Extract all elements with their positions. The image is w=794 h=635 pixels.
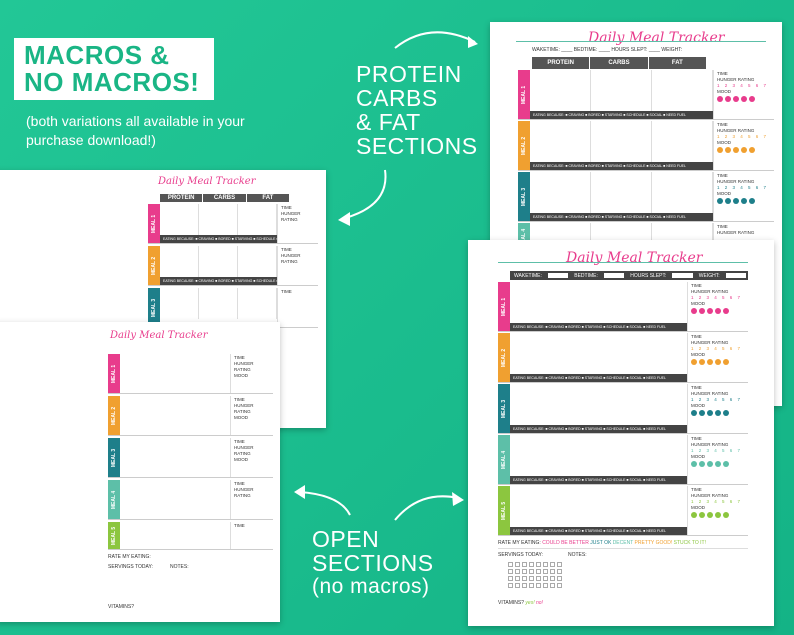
meal-row: MEAL 5 TIME	[108, 522, 273, 550]
macro-carbs: CARBS	[590, 57, 648, 69]
eating-because: EATING BECAUSE: ■ CRAVING ■ BORED ■ STAR…	[510, 374, 687, 382]
eating-because: EATING BECAUSE: ■ CRAVING ■ BORED ■ STAR…	[530, 162, 713, 170]
servings-label: SERVINGS TODAY:	[108, 564, 153, 570]
callout-open-line2: SECTIONS	[312, 550, 434, 576]
sheet-title: Daily Meal Tracker	[566, 250, 703, 266]
servings-label: SERVINGS TODAY:	[498, 552, 543, 558]
sheet-title: Daily Meal Tracker	[110, 330, 208, 341]
header-bar: WAKETIME: BEDTIME: HOURS SLEPT: WEIGHT:	[510, 271, 748, 280]
arrow-bottom-left-icon	[299, 491, 351, 516]
meal-tab: MEAL 2	[148, 246, 160, 285]
meal-tab-5: MEAL 5	[498, 486, 510, 535]
arrow-top-icon	[394, 31, 476, 49]
meal-side: TIME HUNGER RATING 1 2 3 4 5 6 7 MOOD	[714, 70, 774, 119]
meal-tab-2: MEAL 2	[518, 121, 530, 170]
meal-row-3: MEAL 3 EATING BECAUSE: ■ CRAVING ■ BORED…	[518, 172, 774, 222]
meal-row-1: MEAL 1 EATING BECAUSE: ■ CRAVING ■ BORED…	[518, 70, 774, 120]
macro-fat: FAT	[648, 57, 706, 69]
meal-tab: MEAL 1	[148, 204, 160, 243]
meal-side: TIME HUNGER RATING	[281, 247, 301, 264]
meal-tab-3: MEAL 3	[518, 172, 530, 221]
meal-side: TIME	[281, 289, 292, 294]
meal-tab-2: MEAL 2	[498, 333, 510, 382]
meal-row-4: MEAL 4 EATING BECAUSE: ■ CRAVING ■ BORED…	[498, 435, 748, 485]
meal-tab-3: MEAL 3	[498, 384, 510, 433]
eating-because: EATING BECAUSE: ■ CRAVING ■ BORED ■ STAR…	[530, 111, 713, 119]
arrow-top-head-icon	[468, 36, 478, 48]
meal-row-2: MEAL 2 EATING BECAUSE: ■ CRAVING ■ BORED…	[518, 121, 774, 171]
meal-row: MEAL 4 TIME HUNGER RATING	[108, 480, 273, 520]
eating-because: EATING BECAUSE: ■ CRAVING ■ BORED ■ STAR…	[510, 425, 687, 433]
arrow-left-icon	[344, 169, 387, 219]
notes-label: NOTES:	[568, 552, 587, 558]
eating-because: EATING BECAUSE: ■ CRAVING ■ BORED ■ STAR…	[510, 323, 687, 331]
callout-open: OPEN SECTIONS (no macros)	[312, 527, 434, 599]
meal-side: TIME HUNGER RATING 1 2 3 4 5 6 7 MOOD	[688, 333, 748, 382]
vitamins-label: VITAMINS?	[108, 604, 135, 610]
eating-because: EATING BECAUSE: ■ CRAVING ■ BORED ■ STAR…	[160, 277, 277, 285]
vitamins-row: VITAMINS? yes! no!	[498, 600, 543, 606]
meal-side: TIME HUNGER RATING 1 2 3 4 5 6 7 MOOD	[714, 172, 774, 221]
meal-side: TIME HUNGER RATING	[717, 224, 755, 235]
servings-grid[interactable]	[508, 562, 562, 588]
rate-row: RATE MY EATING: COULD BE BETTER JUST OK …	[498, 540, 706, 546]
meal-tab-4: MEAL 4	[498, 435, 510, 484]
eating-because: EATING BECAUSE: ■ CRAVING ■ BORED ■ STAR…	[160, 235, 277, 243]
meal-row: MEAL 2 TIME HUNGER RATING MOOD	[108, 396, 273, 436]
macro-fat: FAT	[246, 194, 289, 202]
headline: MACROS & NO MACROS!	[24, 40, 200, 97]
meal-side: TIME HUNGER RATING 1 2 3 4 5 6 7 MOOD	[714, 121, 774, 170]
meal-row-3: MEAL 3 EATING BECAUSE: ■ CRAVING ■ BORED…	[498, 384, 748, 434]
eating-because: EATING BECAUSE: ■ CRAVING ■ BORED ■ STAR…	[530, 213, 713, 221]
arrow-bottom-left-head-icon	[294, 485, 305, 499]
callout-open-line1: OPEN	[312, 526, 380, 552]
subtext: (both variations all available in your p…	[26, 113, 245, 148]
arrow-bottom-right-head-icon	[452, 492, 464, 506]
sheet-left-open: Daily Meal Tracker MEAL 1 TIME HUNGER RAT…	[0, 322, 280, 622]
headline-box: MACROS & NO MACROS!	[14, 38, 214, 100]
sheet-right-open: Daily Meal Tracker WAKETIME: BEDTIME: HO…	[468, 240, 774, 626]
notes-label: NOTES:	[170, 564, 189, 570]
meal-row: MEAL 1 TIME HUNGER RATING MOOD	[108, 354, 273, 394]
macro-protein: PROTEIN	[532, 57, 590, 69]
meal-tab: MEAL 3	[148, 288, 160, 327]
macro-header: PROTEIN CARBS FAT	[160, 194, 290, 202]
eating-because: EATING BECAUSE: ■ CRAVING ■ BORED ■ STAR…	[510, 527, 687, 535]
meal-side: TIME HUNGER RATING 1 2 3 4 5 6 7 MOOD	[688, 435, 748, 484]
meal-row-2: MEAL 2 EATING BECAUSE: ■ CRAVING ■ BORED…	[498, 333, 748, 383]
meal-side: TIME HUNGER RATING	[281, 205, 301, 222]
rate-label: RATE MY EATING:	[108, 554, 151, 560]
meal-row: MEAL 1 EATING BECAUSE: ■ CRAVING ■ BORED…	[148, 204, 318, 244]
meal-row-1: MEAL 1 EATING BECAUSE: ■ CRAVING ■ BORED…	[498, 282, 748, 332]
header-fields: WAKETIME: ____ BEDTIME: ____ HOURS SLEPT…	[532, 47, 683, 53]
meal-tab-1: MEAL 1	[498, 282, 510, 331]
sheet-title: Daily Meal Tracker	[588, 30, 725, 46]
eating-because: EATING BECAUSE: ■ CRAVING ■ BORED ■ STAR…	[510, 476, 687, 484]
macro-header: PROTEIN CARBS FAT	[532, 57, 707, 69]
meal-side: TIME HUNGER RATING 1 2 3 4 5 6 7 MOOD	[688, 384, 748, 433]
arrow-bottom-right-icon	[394, 495, 459, 521]
meal-tab-1: MEAL 1	[518, 70, 530, 119]
arrow-left-head-icon	[338, 212, 350, 226]
meal-side: TIME HUNGER RATING 1 2 3 4 5 6 7 MOOD	[688, 486, 748, 535]
macro-carbs: CARBS	[203, 194, 246, 202]
sheet-title: Daily Meal Tracker	[158, 176, 256, 187]
callout-open-line3: (no macros)	[312, 575, 430, 598]
meal-row-5: MEAL 5 EATING BECAUSE: ■ CRAVING ■ BORED…	[498, 486, 748, 536]
meal-row: MEAL 2 EATING BECAUSE: ■ CRAVING ■ BORED…	[148, 246, 318, 286]
meal-row: MEAL 3 TIME HUNGER RATING MOOD	[108, 438, 273, 478]
meal-side: TIME HUNGER RATING 1 2 3 4 5 6 7 MOOD	[688, 282, 748, 331]
callout-macros: PROTEIN CARBS & FAT SECTIONS	[356, 61, 478, 159]
macro-protein: PROTEIN	[160, 194, 203, 202]
